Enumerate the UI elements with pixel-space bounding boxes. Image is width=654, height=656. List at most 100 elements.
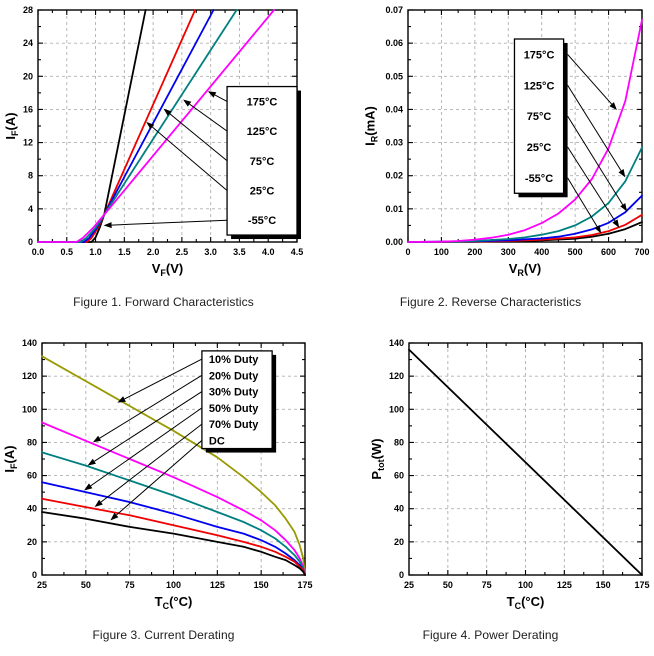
svg-text:0: 0 — [32, 570, 37, 580]
datasheet-figures-page: 0.0 0.5 1.0 1.5 2.0 2.5 3.0 3.5 4.0 4.5 0 4 8 12 16 20 2… — [0, 2, 654, 642]
legend-label: 75°C — [250, 156, 275, 168]
series--55-c — [37, 9, 147, 243]
svg-text:25: 25 — [37, 580, 47, 590]
legend-label: DC — [209, 435, 225, 447]
svg-text:28: 28 — [23, 5, 33, 15]
legend-arrow-line — [124, 358, 203, 400]
svg-text:0.02: 0.02 — [385, 171, 403, 181]
svg-text:0.00: 0.00 — [385, 237, 403, 247]
legend-label: 75°C — [527, 111, 552, 123]
svg-text:4: 4 — [28, 204, 33, 214]
svg-text:125: 125 — [210, 580, 225, 590]
svg-text:3.0: 3.0 — [204, 247, 217, 257]
svg-text:150: 150 — [254, 580, 269, 590]
legend-label: 50% Duty — [209, 403, 259, 415]
svg-text:200: 200 — [467, 247, 482, 257]
legend-label: 175°C — [524, 49, 555, 61]
legend: 175°C 125°C 75°C 25°C -55°C — [103, 85, 301, 240]
legend-label: 125°C — [524, 80, 555, 92]
svg-text:120: 120 — [22, 371, 37, 381]
svg-text:75: 75 — [125, 580, 135, 590]
svg-text:40: 40 — [27, 504, 37, 514]
figure-1-caption: Figure 1. Forward Characteristics — [73, 295, 254, 309]
legend: 10% Duty 20% Duty 30% Duty 50% Duty 70% Duty… — [84, 350, 277, 521]
legend-box — [226, 85, 298, 236]
plot-border — [41, 342, 306, 576]
grid-lines — [409, 343, 642, 575]
x-axis-title: TC(°C) — [507, 594, 545, 611]
legend-arrow-line — [90, 407, 203, 487]
svg-text:75: 75 — [482, 580, 492, 590]
x-axis-title: VR(V) — [509, 261, 542, 278]
legend-arrow-head — [117, 396, 126, 403]
series-ptot — [408, 348, 643, 576]
legend-label: 10% Duty — [209, 354, 259, 366]
legend-box — [201, 350, 273, 450]
svg-text:40: 40 — [394, 504, 404, 514]
svg-text:150: 150 — [596, 580, 611, 590]
legend-arrow-line — [567, 177, 598, 227]
legend-arrow-head — [92, 435, 102, 443]
svg-text:125: 125 — [557, 580, 572, 590]
legend-arrow-line — [567, 54, 612, 105]
svg-text:16: 16 — [23, 104, 33, 114]
tick-labels: 25 50 75 100 125 150 175 0 20 40 60 80 100 120 140 — [22, 338, 313, 590]
y-axis-title: Ptot(W) — [369, 438, 386, 479]
svg-text:1.0: 1.0 — [89, 247, 102, 257]
tick-labels: 25 50 75 100 125 150 175 0 20 40 60 80 100 120 140 — [389, 338, 650, 590]
figure-2: 0 100 200 300 400 500 600 700 0.00 0.01 0.02 0.03 0.… — [327, 2, 654, 309]
svg-text:0: 0 — [399, 570, 404, 580]
series-125-c — [407, 146, 643, 243]
plot-border — [408, 342, 643, 576]
svg-text:175: 175 — [297, 580, 312, 590]
svg-text:140: 140 — [389, 338, 404, 348]
svg-text:8: 8 — [28, 171, 33, 181]
figure-2-caption: Figure 2. Reverse Characteristics — [399, 295, 582, 309]
series-group — [407, 18, 643, 243]
legend-label: -55°C — [248, 215, 276, 227]
svg-text:100: 100 — [166, 580, 181, 590]
x-axis-title: TC(°C) — [155, 594, 193, 611]
legend-label: 70% Duty — [209, 419, 259, 431]
svg-text:100: 100 — [434, 247, 449, 257]
legend-label: -55°C — [525, 173, 553, 185]
series-dc — [41, 511, 306, 576]
legend-arrow-line — [100, 423, 203, 503]
x-axis-title: VF(V) — [152, 261, 184, 278]
legend-arrow-head — [609, 102, 617, 111]
series-50-duty — [41, 481, 306, 576]
svg-text:50: 50 — [81, 580, 91, 590]
y-axis-title: IF(A) — [3, 112, 20, 139]
series-70-duty — [41, 497, 306, 576]
legend-arrow-line — [567, 85, 622, 171]
tick-labels: 0.0 0.5 1.0 1.5 2.0 2.5 3.0 3.5 4.0 4.5 0 4 8 12 16 20 2… — [23, 5, 303, 257]
legend-arrow-head — [84, 483, 93, 491]
legend-arrow-line — [116, 440, 203, 516]
svg-text:20: 20 — [23, 71, 33, 81]
svg-text:20: 20 — [394, 537, 404, 547]
legend-label: 25°C — [250, 185, 275, 197]
tick-labels: 0 100 200 300 400 500 600 700 0.00 0.01 0.02 0.03 0.… — [385, 5, 649, 257]
figure-3-caption: Figure 3. Current Derating — [92, 628, 235, 642]
series-25-c — [37, 9, 197, 243]
svg-text:3.5: 3.5 — [233, 247, 246, 257]
series-group — [37, 9, 275, 243]
svg-text:80: 80 — [27, 437, 37, 447]
svg-text:2.0: 2.0 — [147, 247, 160, 257]
figure-2-reverse-characteristics-chart: 0 100 200 300 400 500 600 700 0.00 0.01 0.02 0.03 0.… — [362, 5, 649, 278]
svg-text:20: 20 — [27, 537, 37, 547]
legend-arrow-line — [214, 94, 228, 102]
svg-text:600: 600 — [601, 247, 616, 257]
svg-text:140: 140 — [22, 338, 37, 348]
svg-text:24: 24 — [23, 38, 33, 48]
series-group — [408, 348, 643, 576]
svg-text:700: 700 — [634, 247, 649, 257]
legend-arrow-head — [207, 91, 217, 98]
figure-4: 25 50 75 100 125 150 175 0 20 40 60 80 100 120 140 TC(°… — [327, 335, 654, 642]
figure-3-current-derating-chart: 25 50 75 100 125 150 175 0 20 40 60 80 100 120 140 TC(°… — [2, 338, 313, 611]
legend-arrow-line — [567, 146, 616, 222]
svg-text:12: 12 — [23, 138, 33, 148]
legend-arrow-line — [189, 103, 228, 132]
figure-1: 0.0 0.5 1.0 1.5 2.0 2.5 3.0 3.5 4.0 4.5 0 4 8 12 16 20 2… — [0, 2, 327, 309]
legend-arrow-head — [146, 121, 155, 130]
